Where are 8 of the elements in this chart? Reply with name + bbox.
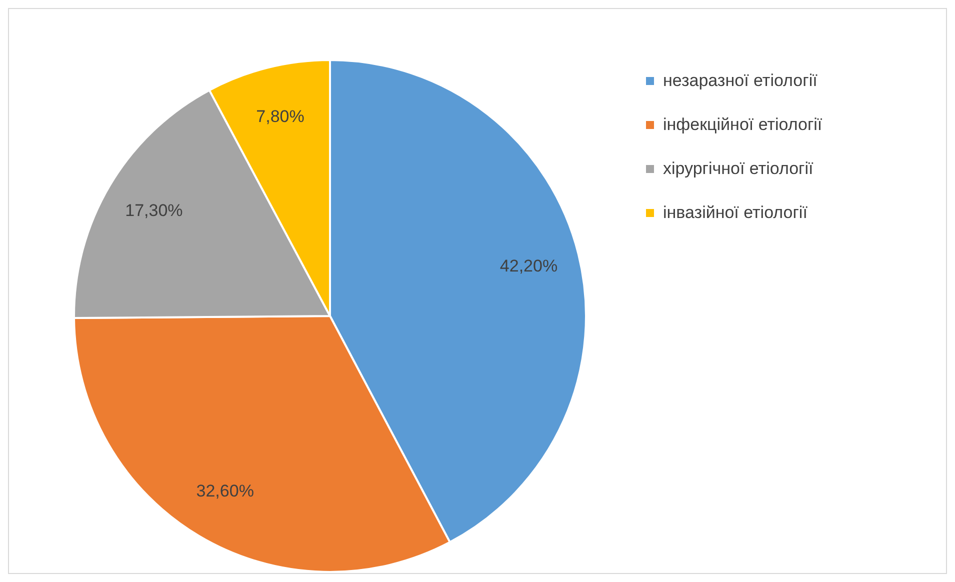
data-label: 17,30% xyxy=(125,201,183,220)
data-label: 32,60% xyxy=(196,482,254,501)
data-label: 7,80% xyxy=(256,107,304,126)
legend-label: незаразної етіології xyxy=(663,71,818,91)
legend-label: хірургічної етіології xyxy=(663,159,814,179)
legend-label: інфекційної етіології xyxy=(663,115,822,135)
data-label: 42,20% xyxy=(500,256,558,276)
legend-label: інвазійної етіології xyxy=(663,203,808,223)
